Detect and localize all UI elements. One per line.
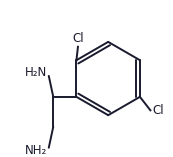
Text: H₂N: H₂N xyxy=(25,66,47,79)
Text: Cl: Cl xyxy=(153,104,164,117)
Text: Cl: Cl xyxy=(72,32,84,45)
Text: NH₂: NH₂ xyxy=(25,144,47,157)
